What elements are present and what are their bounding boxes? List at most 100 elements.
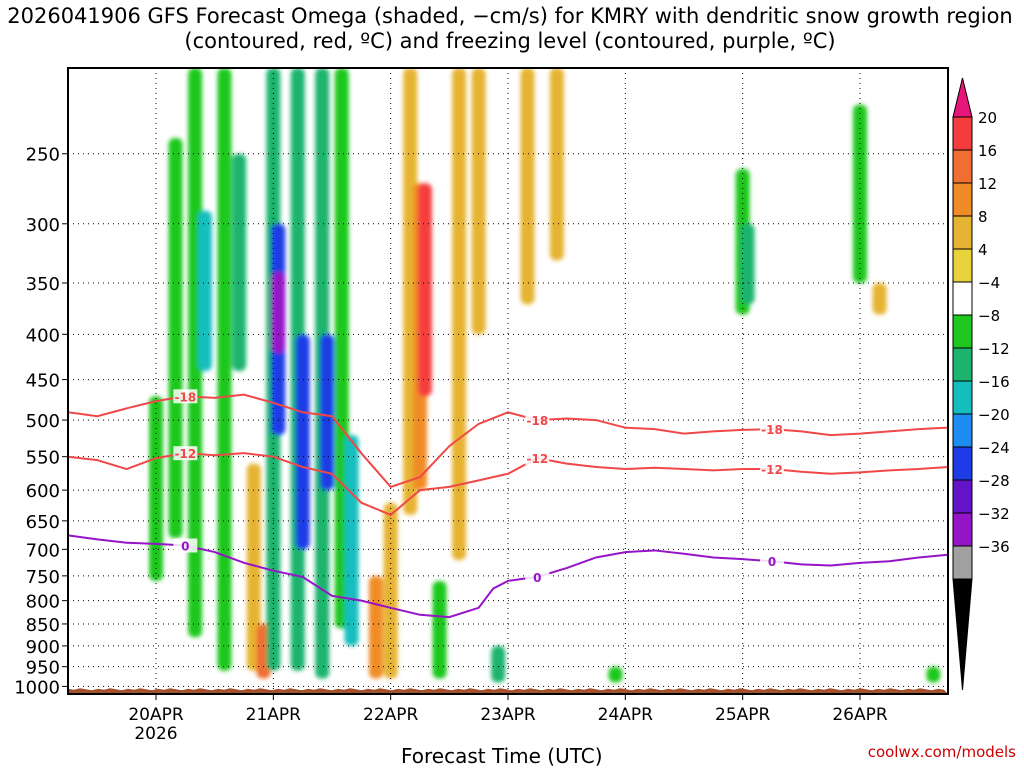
y-tick-label: 900	[26, 637, 60, 658]
y-tick-label: 400	[26, 325, 60, 346]
colorbar-segment	[952, 479, 973, 514]
omega-cell	[271, 271, 286, 354]
y-tick-label: 450	[26, 371, 60, 392]
colorbar-label: 20	[978, 109, 997, 127]
source-credit[interactable]: coolwx.com/models	[867, 743, 1016, 761]
dendritic-contour-label: -18	[174, 390, 196, 404]
dendritic-contour	[68, 393, 948, 489]
dendritic-contour-label-bg	[173, 446, 198, 461]
x-tick-label: 20APR	[128, 705, 184, 725]
y-tick-label: 550	[26, 448, 60, 469]
colorbar: 20 16 12 8 4 −4 −8 −12 −16 −20 −24 −28 −32 −36	[952, 77, 1010, 691]
x-tick-label: 24APR	[598, 705, 654, 725]
x-tick-label: 21APR	[246, 705, 302, 725]
omega-cell	[168, 138, 183, 539]
colorbar-bottom-arrow	[952, 578, 973, 691]
omega-cell	[295, 334, 310, 550]
colorbar-top-arrow	[952, 77, 973, 118]
y-tick-label: 600	[26, 481, 60, 502]
colorbar-segment	[952, 215, 973, 250]
dendritic-contour-label-bg	[525, 413, 550, 428]
colorbar-segment	[952, 512, 973, 547]
colorbar-segment	[952, 347, 973, 382]
y-tick-label: 800	[26, 592, 60, 613]
omega-cell	[217, 68, 232, 671]
colorbar-segment	[952, 149, 973, 184]
colorbar-label: −8	[978, 307, 1000, 325]
omega-cell	[608, 666, 623, 683]
colorbar-label: −4	[978, 274, 1000, 292]
x-tick-sublabel: 2026	[134, 724, 177, 744]
omega-cell	[320, 334, 335, 491]
omega-cell	[432, 580, 447, 679]
colorbar-label: 16	[978, 142, 997, 160]
freezing-level-contour-label: 0	[768, 555, 776, 569]
dendritic-contour-label: -12	[526, 452, 548, 466]
colorbar-segment	[952, 413, 973, 448]
x-tick-label: 23APR	[480, 705, 536, 725]
dendritic-contour-label: -18	[526, 414, 548, 428]
freezing-level-contour-label-bg	[760, 554, 784, 569]
colorbar-label: −20	[978, 406, 1010, 424]
colorbar-segment	[952, 281, 973, 316]
omega-cell	[417, 183, 432, 397]
y-tick-label: 950	[26, 658, 60, 679]
colorbar-segment	[952, 446, 973, 481]
y-tick-label: 750	[26, 567, 60, 588]
x-axis-label: Forecast Time (UTC)	[401, 744, 603, 768]
freezing-level-contour	[68, 534, 948, 619]
omega-cell	[246, 463, 261, 671]
dendritic-contour-label: -12	[761, 463, 783, 477]
colorbar-label: 4	[978, 241, 988, 259]
colorbar-label: 8	[978, 208, 988, 226]
omega-cell	[740, 223, 755, 305]
omega-cell	[80, 420, 95, 671]
freezing-level-contour-label-bg	[173, 538, 198, 553]
y-tick-label: 300	[26, 215, 60, 236]
plot-background	[68, 68, 948, 694]
y-tick-label: 250	[26, 145, 60, 166]
omega-cell	[369, 575, 383, 679]
colorbar-segment	[952, 182, 973, 217]
dendritic-contour-label: -12	[174, 447, 196, 461]
colorbar-label: −28	[978, 472, 1010, 490]
y-tick-label: 650	[26, 512, 60, 533]
dendritic-contour-label: -18	[761, 423, 783, 437]
terrain	[68, 688, 948, 694]
freezing-level-contour-label: 0	[533, 571, 541, 585]
dendritic-contour-label-bg	[760, 422, 784, 437]
y-tick-label: 500	[26, 411, 60, 432]
omega-cell	[926, 666, 941, 683]
colorbar-segment	[952, 545, 973, 580]
dendritic-contour	[68, 452, 948, 517]
x-tick-label: 26APR	[832, 705, 888, 725]
omega-shading	[80, 68, 941, 683]
dendritic-contour-label-bg	[760, 462, 784, 477]
omega-cell	[188, 68, 203, 638]
colorbar-label: −36	[978, 538, 1010, 556]
dendritic-contour-label-bg	[173, 389, 198, 404]
chart-title: 2026041906 GFS Forecast Omega (shaded, −…	[7, 4, 1013, 53]
omega-cell	[364, 68, 379, 436]
x-tick-label: 25APR	[715, 705, 771, 725]
y-tick-label: 850	[26, 615, 60, 636]
plot-area: -18 -18 -18 -12 -12 -12 0 0 0	[68, 68, 948, 694]
y-tick-label: 1000	[14, 677, 60, 698]
y-tick-label: 350	[26, 274, 60, 295]
colorbar-segment	[952, 314, 973, 349]
omega-cell	[549, 68, 564, 261]
freezing-level-contour-label: 0	[181, 539, 189, 553]
x-tick-label: 22APR	[363, 705, 419, 725]
grid	[68, 68, 948, 694]
dendritic-contour-label-bg	[525, 451, 550, 466]
omega-cell	[344, 435, 359, 646]
colorbar-label: −24	[978, 439, 1010, 457]
omega-cell	[520, 68, 535, 305]
colorbar-segment	[952, 116, 973, 151]
colorbar-label: −12	[978, 340, 1010, 358]
colorbar-segment	[952, 248, 973, 283]
omega-cell	[491, 645, 506, 683]
omega-cell	[197, 210, 212, 371]
omega-cell	[100, 520, 115, 638]
